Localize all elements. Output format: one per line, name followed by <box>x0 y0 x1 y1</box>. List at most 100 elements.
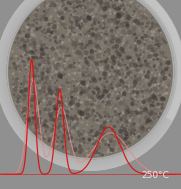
Point <box>51 114 54 117</box>
Point <box>100 60 102 63</box>
Point <box>83 130 86 133</box>
Point <box>47 121 50 124</box>
Point <box>100 132 103 136</box>
Point <box>89 43 92 46</box>
Point <box>35 94 38 98</box>
Point <box>68 137 71 140</box>
Point <box>47 59 50 62</box>
Point <box>18 30 21 33</box>
Point <box>91 94 94 97</box>
Point <box>23 106 26 109</box>
Point <box>30 43 33 46</box>
Point <box>73 50 76 53</box>
Point <box>46 67 49 70</box>
Point <box>58 90 61 93</box>
Point <box>142 44 144 47</box>
Point <box>152 50 155 53</box>
Point <box>150 110 153 113</box>
Point <box>132 87 135 90</box>
Point <box>135 21 138 24</box>
Point <box>54 77 57 80</box>
Point <box>86 120 89 123</box>
Point <box>113 5 116 8</box>
Point <box>96 68 99 71</box>
Point <box>135 17 138 20</box>
Point <box>87 142 89 145</box>
Point <box>14 98 17 101</box>
Point <box>119 138 122 141</box>
Point <box>139 53 142 57</box>
Point <box>88 30 91 33</box>
Point <box>85 14 88 17</box>
Point <box>99 1 102 4</box>
Point <box>39 92 42 95</box>
Point <box>92 119 95 122</box>
Point <box>11 49 14 52</box>
Point <box>139 100 142 103</box>
Point <box>43 31 46 34</box>
Point <box>154 71 157 74</box>
Point <box>117 40 120 43</box>
Point <box>69 25 72 28</box>
Point <box>94 49 97 52</box>
Point <box>65 25 68 28</box>
Point <box>160 63 163 66</box>
Point <box>44 106 47 109</box>
Point <box>15 72 18 75</box>
Point <box>50 31 53 34</box>
Point <box>152 93 155 96</box>
Point <box>54 109 57 112</box>
Point <box>54 0 57 1</box>
Point <box>119 47 122 50</box>
Point <box>119 56 122 59</box>
Point <box>163 77 166 80</box>
Point <box>50 56 53 59</box>
Point <box>114 8 117 11</box>
Point <box>53 116 56 119</box>
Point <box>69 54 72 57</box>
Point <box>42 31 45 34</box>
Point <box>24 43 27 46</box>
Point <box>33 19 36 22</box>
Point <box>20 94 23 97</box>
Point <box>79 147 82 150</box>
Point <box>134 124 137 127</box>
Point <box>72 49 75 52</box>
Point <box>38 75 41 78</box>
Point <box>65 31 68 34</box>
Point <box>163 78 165 81</box>
Point <box>137 34 140 37</box>
Point <box>79 33 82 36</box>
Point <box>70 116 72 119</box>
Point <box>83 74 85 77</box>
Point <box>28 120 31 123</box>
Point <box>23 105 26 108</box>
Point <box>123 3 125 6</box>
Point <box>146 35 148 38</box>
Point <box>95 73 98 76</box>
Point <box>119 9 122 12</box>
Point <box>120 6 123 9</box>
Point <box>50 91 53 94</box>
Point <box>103 97 106 100</box>
Point <box>128 19 131 22</box>
Point <box>146 74 148 77</box>
Point <box>36 74 39 77</box>
Point <box>68 106 71 109</box>
Point <box>68 5 71 8</box>
Point <box>111 87 114 90</box>
Point <box>112 125 115 128</box>
Point <box>35 82 38 85</box>
Point <box>153 36 156 39</box>
Point <box>134 51 137 54</box>
Point <box>105 61 108 64</box>
Point <box>144 60 147 63</box>
Point <box>28 27 31 30</box>
Point <box>46 104 49 107</box>
Point <box>29 37 32 40</box>
Point <box>20 82 23 85</box>
Point <box>55 0 58 1</box>
Point <box>85 88 87 91</box>
Point <box>95 5 98 8</box>
Point <box>106 131 109 134</box>
